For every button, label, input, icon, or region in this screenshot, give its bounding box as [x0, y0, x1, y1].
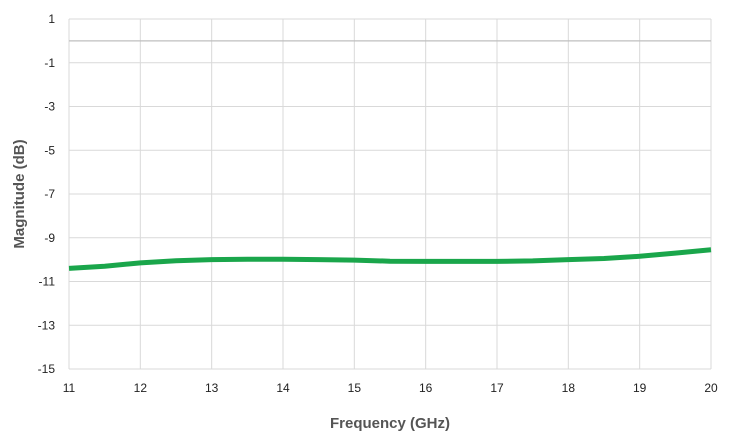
series-line: [68, 247, 712, 271]
y-tick-labels: 1 -1 -3 -5 -7 -9 -11 -13 -15: [38, 12, 56, 376]
gridlines: [68, 18, 712, 370]
y-tick-label: -7: [44, 187, 55, 201]
y-tick-label: -9: [44, 231, 55, 245]
y-axis-title: Magnitude (dB): [11, 139, 28, 248]
y-tick-label: -11: [39, 275, 56, 289]
x-tick-label: 20: [704, 381, 718, 395]
y-tick-label: -13: [38, 318, 56, 332]
x-tick-label: 18: [562, 381, 576, 395]
x-axis-title: Frequency (GHz): [330, 415, 450, 432]
series-layer: [68, 247, 712, 271]
x-tick-label: 12: [134, 381, 148, 395]
x-tick-labels: 11 12 13 14 15 16 17 18 19 20: [63, 381, 718, 395]
x-tick-label: 14: [276, 381, 290, 395]
x-tick-label: 13: [205, 381, 219, 395]
x-tick-label: 19: [633, 381, 647, 395]
y-tick-label: -3: [44, 100, 55, 114]
y-tick-label: -1: [44, 56, 55, 70]
x-tick-label: 16: [419, 381, 433, 395]
y-tick-label: -5: [44, 143, 55, 157]
x-tick-label: 11: [63, 381, 76, 395]
y-tick-label: -15: [38, 362, 56, 376]
x-tick-label: 17: [490, 381, 504, 395]
x-tick-label: 15: [348, 381, 362, 395]
y-tick-label: 1: [48, 12, 55, 26]
